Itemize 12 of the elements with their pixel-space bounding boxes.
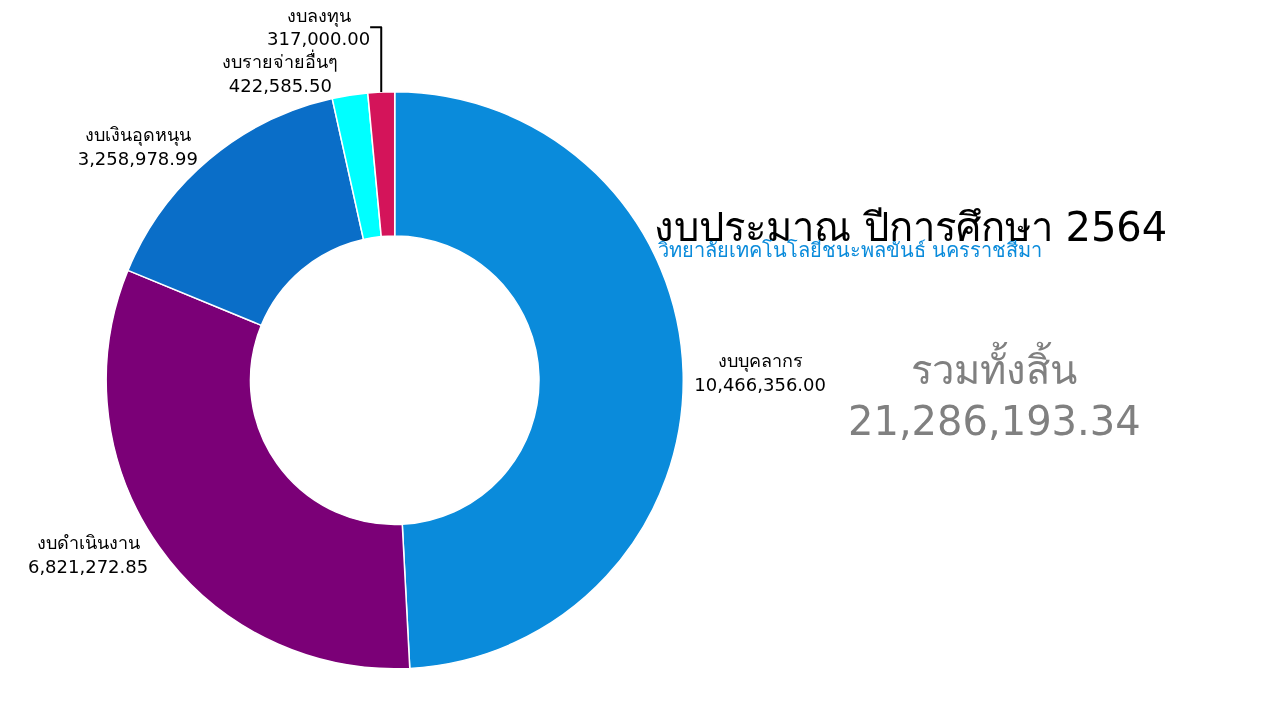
slice-label: งบบุคลากร xyxy=(717,350,803,373)
data-label: 10,466,356.00 xyxy=(694,373,826,395)
slice-label: งบลงทุน xyxy=(286,4,351,27)
data-label: 422,585.50 xyxy=(228,74,332,96)
slice-label: งบรายจ่ายอื่นๆ xyxy=(222,49,339,73)
slice-label: งบดำเนินงาน xyxy=(36,532,140,554)
data-label: 6,821,272.85 xyxy=(27,555,149,577)
text: รวมทั้งสิ้น xyxy=(911,341,1077,393)
data-label: 3,258,978.99 xyxy=(77,147,198,169)
slice-label: งบเงินอุดหนุน xyxy=(84,124,191,147)
data-label: 317,000.00 xyxy=(267,28,371,50)
text: 21,286,193.34 xyxy=(848,398,1141,444)
